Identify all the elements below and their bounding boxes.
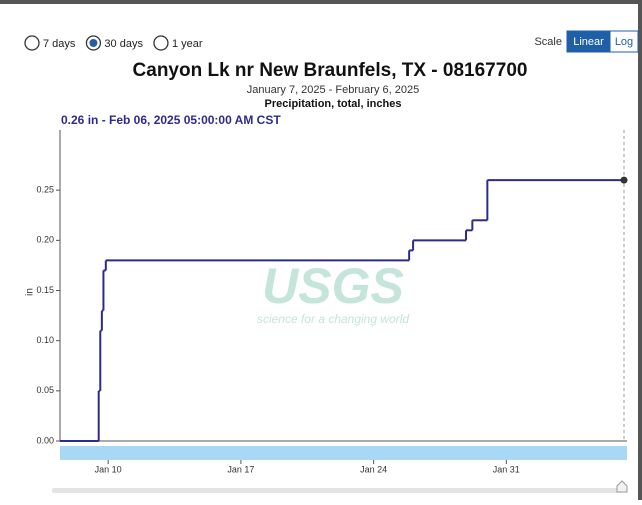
x-tick-label: Jan 10 — [95, 464, 122, 474]
y-tick-label: 0.20 — [36, 235, 54, 245]
controls: 7 days 30 days 1 year Scale Linear Log — [24, 30, 639, 53]
radio-button[interactable] — [153, 35, 169, 51]
x-tick-label: Jan 31 — [493, 464, 520, 474]
radio-selected — [89, 39, 98, 47]
watermark-tagline: science for a changing world — [257, 312, 409, 326]
radio-label[interactable]: 7 days — [43, 38, 76, 50]
top-border — [0, 0, 642, 4]
x-tick-label: Jan 24 — [360, 464, 387, 474]
radio-button[interactable] — [24, 35, 40, 51]
y-tick-label: 0.00 — [36, 435, 54, 445]
watermark: USGS — [262, 258, 404, 314]
y-axis-title: in — [25, 288, 36, 296]
y-tick-label: 0.05 — [36, 385, 54, 395]
scale-label: Scale — [534, 36, 562, 48]
radio-label[interactable]: 1 year — [172, 38, 203, 50]
radio-label[interactable]: 30 days — [104, 38, 143, 50]
scrollbar[interactable] — [52, 488, 622, 493]
right-border — [638, 0, 642, 500]
y-tick-label: 0.25 — [36, 185, 54, 195]
navigator-band — [60, 446, 627, 460]
scale-button[interactable] — [609, 30, 639, 53]
subtitle: January 7, 2025 - February 6, 2025 — [247, 84, 419, 96]
scroll-handle[interactable] — [616, 480, 628, 493]
tooltip: 0.26 in - Feb 06, 2025 05:00:00 AM CST — [61, 113, 281, 127]
scale-button-label[interactable]: Log — [615, 36, 633, 48]
scale-button-label[interactable]: Linear — [573, 36, 604, 48]
hover-point — [620, 176, 628, 184]
parameter: Precipitation, total, inches — [265, 98, 402, 110]
chart-title: Canyon Lk nr New Braunfels, TX - 0816770… — [133, 60, 528, 81]
y-tick-label: 0.10 — [36, 335, 54, 345]
y-tick-label: 0.15 — [36, 285, 54, 295]
x-tick-label: Jan 17 — [227, 464, 254, 474]
